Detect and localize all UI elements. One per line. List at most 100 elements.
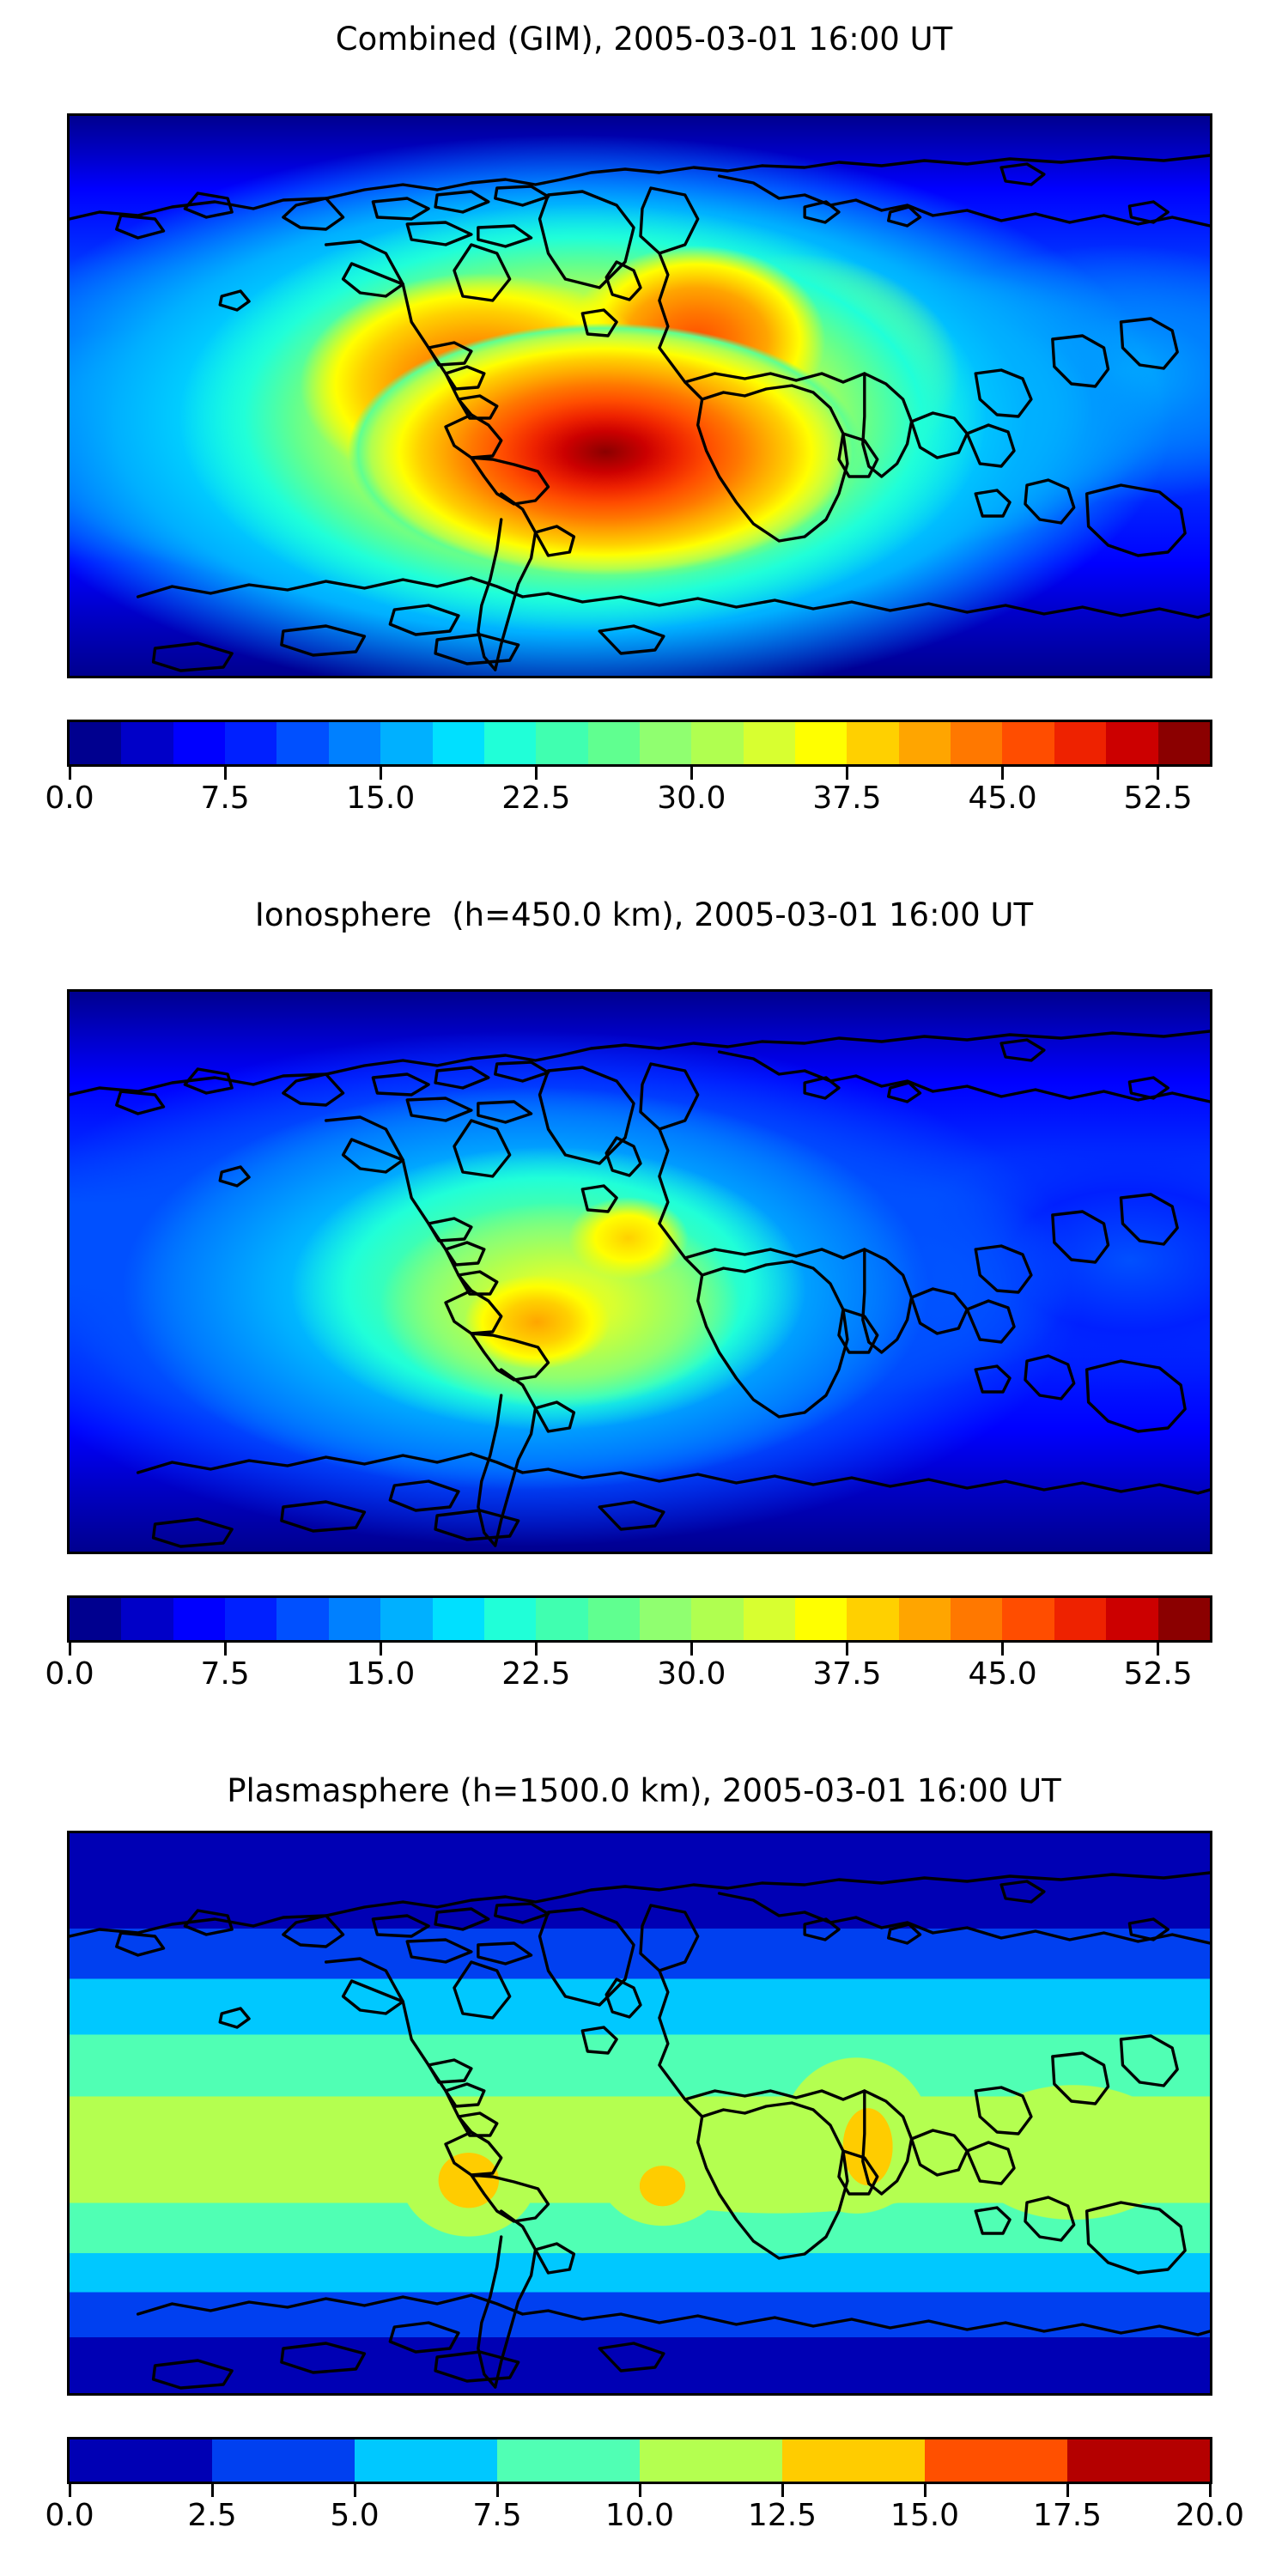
colorbar-tick	[1157, 1643, 1160, 1656]
colorbar-band	[587, 722, 640, 764]
colorbar-tick-label: 15.0	[890, 2498, 960, 2533]
colorbar-tick-label: 52.5	[1123, 1656, 1193, 1692]
colorbar-band	[640, 2439, 782, 2482]
colorbar-tick	[68, 2484, 71, 2497]
panel-combined-gim: Combined (GIM), 2005-03-01 16:00 UT	[0, 0, 1288, 876]
colorbar-tick	[690, 767, 693, 780]
colorbar-tick	[210, 2484, 214, 2497]
colorbar-tick	[690, 1643, 693, 1656]
colorbar-tick	[923, 2484, 927, 2497]
colorbar-tick-label: 0.0	[45, 1656, 94, 1692]
colorbar-tick	[534, 767, 538, 780]
colorbar-band	[1054, 1598, 1107, 1640]
coastlines-1	[70, 116, 1210, 676]
colorbar-band	[743, 722, 796, 764]
colorbar-tick-label: 37.5	[812, 1656, 882, 1692]
map-plasmasphere	[67, 1831, 1212, 2396]
colorbar-ticks-1	[67, 767, 1212, 781]
colorbar-tick	[1001, 1643, 1005, 1656]
colorbar-tick-label: 0.0	[45, 2498, 94, 2533]
colorbar-tick-label: 7.5	[200, 1656, 250, 1692]
colorbar-band	[1054, 722, 1107, 764]
colorbar-band	[276, 1598, 329, 1640]
coastlines-3	[70, 1833, 1210, 2393]
colorbar-tick-label: 22.5	[501, 1656, 571, 1692]
colorbar-1	[67, 720, 1212, 767]
colorbar-band	[1157, 722, 1210, 764]
colorbar-tick	[379, 1643, 382, 1656]
colorbar-band	[380, 722, 433, 764]
colorbar-tick-label: 20.0	[1175, 2498, 1245, 2533]
colorbar-band	[795, 1598, 848, 1640]
colorbar-band	[225, 722, 277, 764]
colorbar-tick-label: 30.0	[657, 781, 726, 816]
map-combined-gim	[67, 113, 1212, 678]
panel-title-1: Combined (GIM), 2005-03-01 16:00 UT	[335, 21, 953, 58]
colorbar-tick	[638, 2484, 641, 2497]
colorbar-band	[1002, 722, 1054, 764]
coastlines-2	[70, 992, 1210, 1552]
colorbar-tick	[353, 2484, 356, 2497]
colorbar-2	[67, 1595, 1212, 1643]
colorbar-wrap-2: 0.0 7.5 15.0 22.5 30.0 37.5 45.0 52.5	[45, 1595, 1212, 1696]
colorbar-band	[173, 722, 226, 764]
colorbar-band	[536, 1598, 588, 1640]
panel-title-3: Plasmasphere (h=1500.0 km), 2005-03-01 1…	[227, 1772, 1061, 1809]
colorbar-tick-label: 12.5	[747, 2498, 817, 2533]
colorbar-band	[1067, 2439, 1210, 2482]
colorbar-tick	[845, 767, 848, 780]
colorbar-tick-label: 30.0	[657, 1656, 726, 1692]
colorbar-tick-label: 10.0	[605, 2498, 675, 2533]
colorbar-band	[483, 722, 537, 764]
colorbar-tick-label: 45.0	[968, 1656, 1037, 1692]
colorbar-tick-label: 0.0	[45, 781, 94, 816]
colorbar-tick-label: 2.5	[187, 2498, 237, 2533]
colorbar-tick	[1001, 767, 1005, 780]
colorbar-tick-label: 7.5	[200, 781, 250, 816]
colorbar-tick	[495, 2484, 499, 2497]
colorbar-band	[225, 1598, 277, 1640]
colorbar-band	[173, 1598, 226, 1640]
tec-field-ionosphere	[70, 992, 1210, 1552]
colorbar-tick	[379, 767, 382, 780]
colorbar-tick-label: 52.5	[1123, 781, 1193, 816]
colorbar-band	[847, 1598, 899, 1640]
colorbar-band	[70, 2439, 212, 2482]
colorbar-band	[898, 1598, 951, 1640]
colorbar-band	[70, 1598, 122, 1640]
colorbar-band	[483, 1598, 537, 1640]
colorbar-band	[743, 1598, 796, 1640]
colorbar-band	[1157, 1598, 1210, 1640]
colorbar-band	[121, 722, 173, 764]
colorbar-band	[951, 1598, 1003, 1640]
colorbar-tick-label: 37.5	[812, 781, 882, 816]
colorbar-tick	[68, 767, 71, 780]
colorbar-band	[639, 722, 692, 764]
colorbar-band	[847, 722, 899, 764]
colorbar-tick-labels-1: 0.0 7.5 15.0 22.5 30.0 37.5 45.0 52.5	[45, 781, 1212, 820]
colorbar-tick-label: 7.5	[472, 2498, 522, 2533]
colorbar-band	[1002, 1598, 1054, 1640]
colorbar-band	[925, 2439, 1067, 2482]
colorbar-tick	[534, 1643, 538, 1656]
colorbar-band	[782, 2439, 925, 2482]
colorbar-band	[795, 722, 848, 764]
colorbar-band	[432, 1598, 484, 1640]
colorbar-band	[1106, 722, 1158, 764]
colorbar-band	[328, 1598, 381, 1640]
colorbar-band	[587, 1598, 640, 1640]
colorbar-tick-label: 45.0	[968, 781, 1037, 816]
colorbar-tick	[68, 1643, 71, 1656]
colorbar-tick-label: 17.5	[1032, 2498, 1103, 2533]
colorbar-band	[70, 722, 122, 764]
panel-plasmasphere: Plasmasphere (h=1500.0 km), 2005-03-01 1…	[0, 1752, 1288, 2576]
colorbar-tick	[1066, 2484, 1069, 2497]
colorbar-band	[691, 722, 744, 764]
colorbar-band	[212, 2439, 355, 2482]
colorbar-band	[691, 1598, 744, 1640]
colorbar-tick	[1157, 767, 1160, 780]
colorbar-band	[898, 722, 951, 764]
colorbar-tick-label: 5.0	[330, 2498, 380, 2533]
colorbar-wrap-3: 0.0 2.5 5.0 7.5 10.0 12.5 15.0 17.5 20.0	[45, 2437, 1244, 2537]
